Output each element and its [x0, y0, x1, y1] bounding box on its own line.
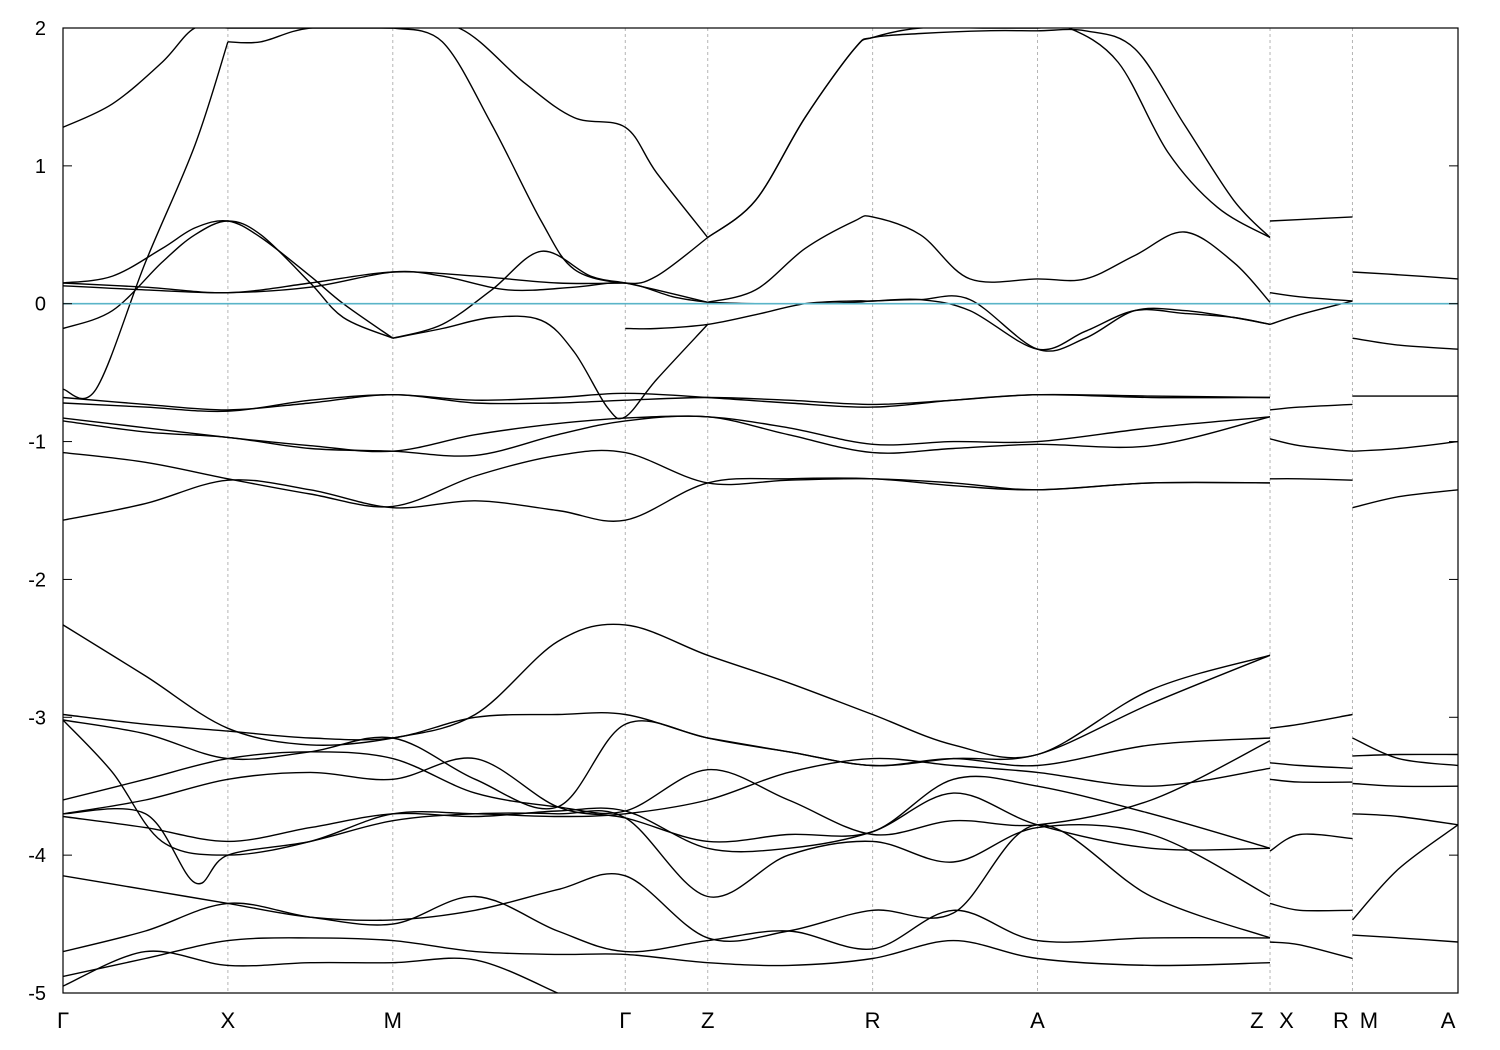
y-axis-ticks: 2 1 0 -1 -2 -3 -4 -5 — [28, 18, 1458, 1005]
band-line-44 — [1269, 713, 1353, 729]
y-tick-label: -2 — [28, 569, 46, 591]
band-line-12 — [625, 298, 1271, 351]
band-line-9 — [63, 270, 708, 303]
x-tick-label: Γ — [619, 1008, 631, 1033]
x-tick-label: Γ — [57, 1008, 69, 1033]
band-line-11 — [392, 315, 709, 420]
band-line-48 — [1269, 902, 1353, 912]
x-tick-label: X — [1279, 1008, 1294, 1033]
x-tick-label: A — [1030, 1008, 1045, 1033]
band-line-16 — [1269, 292, 1353, 302]
y-tick-label: 0 — [35, 294, 46, 316]
band-line-50 — [1352, 737, 1458, 767]
band-line-52 — [1352, 782, 1458, 788]
band-line-5 — [707, 28, 1271, 239]
x-tick-label: R — [1333, 1008, 1349, 1033]
band-line-23 — [63, 415, 1271, 457]
y-tick-label: 2 — [35, 18, 46, 40]
band-line-13 — [707, 215, 1271, 303]
band-line-37 — [63, 757, 1271, 849]
band-line-42 — [63, 937, 1271, 978]
band-line-38 — [63, 808, 1271, 898]
band-line-25 — [63, 477, 1271, 522]
band-line-32 — [63, 623, 1271, 759]
plot-frame — [62, 27, 1459, 994]
band-line-26 — [1269, 403, 1353, 411]
band-line-3 — [392, 28, 709, 285]
band-line-21 — [63, 393, 1271, 411]
band-line-43 — [63, 950, 558, 993]
band-lines — [63, 28, 1458, 993]
x-tick-label: X — [221, 1008, 236, 1033]
band-line-10 — [392, 250, 708, 339]
band-line-31 — [1352, 489, 1458, 509]
band-line-33 — [63, 654, 1271, 767]
band-line-4 — [707, 28, 1271, 239]
band-line-30 — [1352, 440, 1458, 452]
x-tick-label: M — [384, 1008, 402, 1033]
band-line-49 — [1269, 941, 1353, 960]
band-line-1 — [63, 41, 229, 400]
band-line-39 — [63, 792, 1271, 853]
band-line-46 — [1269, 778, 1353, 783]
band-line-55 — [1352, 934, 1458, 943]
band-line-19 — [1352, 337, 1458, 350]
band-line-47 — [1269, 833, 1353, 852]
band-line-34 — [63, 719, 1271, 810]
y-tick-label: -1 — [28, 432, 46, 454]
band-line-36 — [63, 740, 1271, 836]
band-line-54 — [1351, 824, 1458, 921]
band-line-8 — [63, 271, 626, 294]
band-line-0 — [63, 28, 709, 238]
band-line-45 — [1269, 762, 1353, 769]
band-line-53 — [1352, 813, 1458, 826]
x-tick-label: M — [1360, 1008, 1378, 1033]
band-line-15 — [1269, 216, 1353, 222]
band-line-51 — [1352, 753, 1458, 757]
band-line-2 — [227, 28, 393, 44]
y-tick-label: -4 — [28, 845, 46, 867]
x-tick-label: A — [1441, 1008, 1456, 1033]
x-tick-label: Z — [701, 1008, 714, 1033]
x-tick-label: R — [865, 1008, 881, 1033]
band-line-28 — [1269, 478, 1353, 481]
y-tick-label: -5 — [28, 983, 46, 1005]
band-line-7 — [63, 219, 394, 339]
x-tick-label: Z — [1250, 1008, 1263, 1033]
band-line-27 — [1269, 438, 1353, 452]
y-tick-label: -3 — [28, 707, 46, 729]
y-tick-label: 1 — [35, 156, 46, 178]
band-line-18 — [1352, 271, 1458, 280]
band-line-40 — [63, 824, 1271, 942]
band-line-24 — [63, 449, 1271, 508]
band-line-41 — [63, 895, 1271, 953]
